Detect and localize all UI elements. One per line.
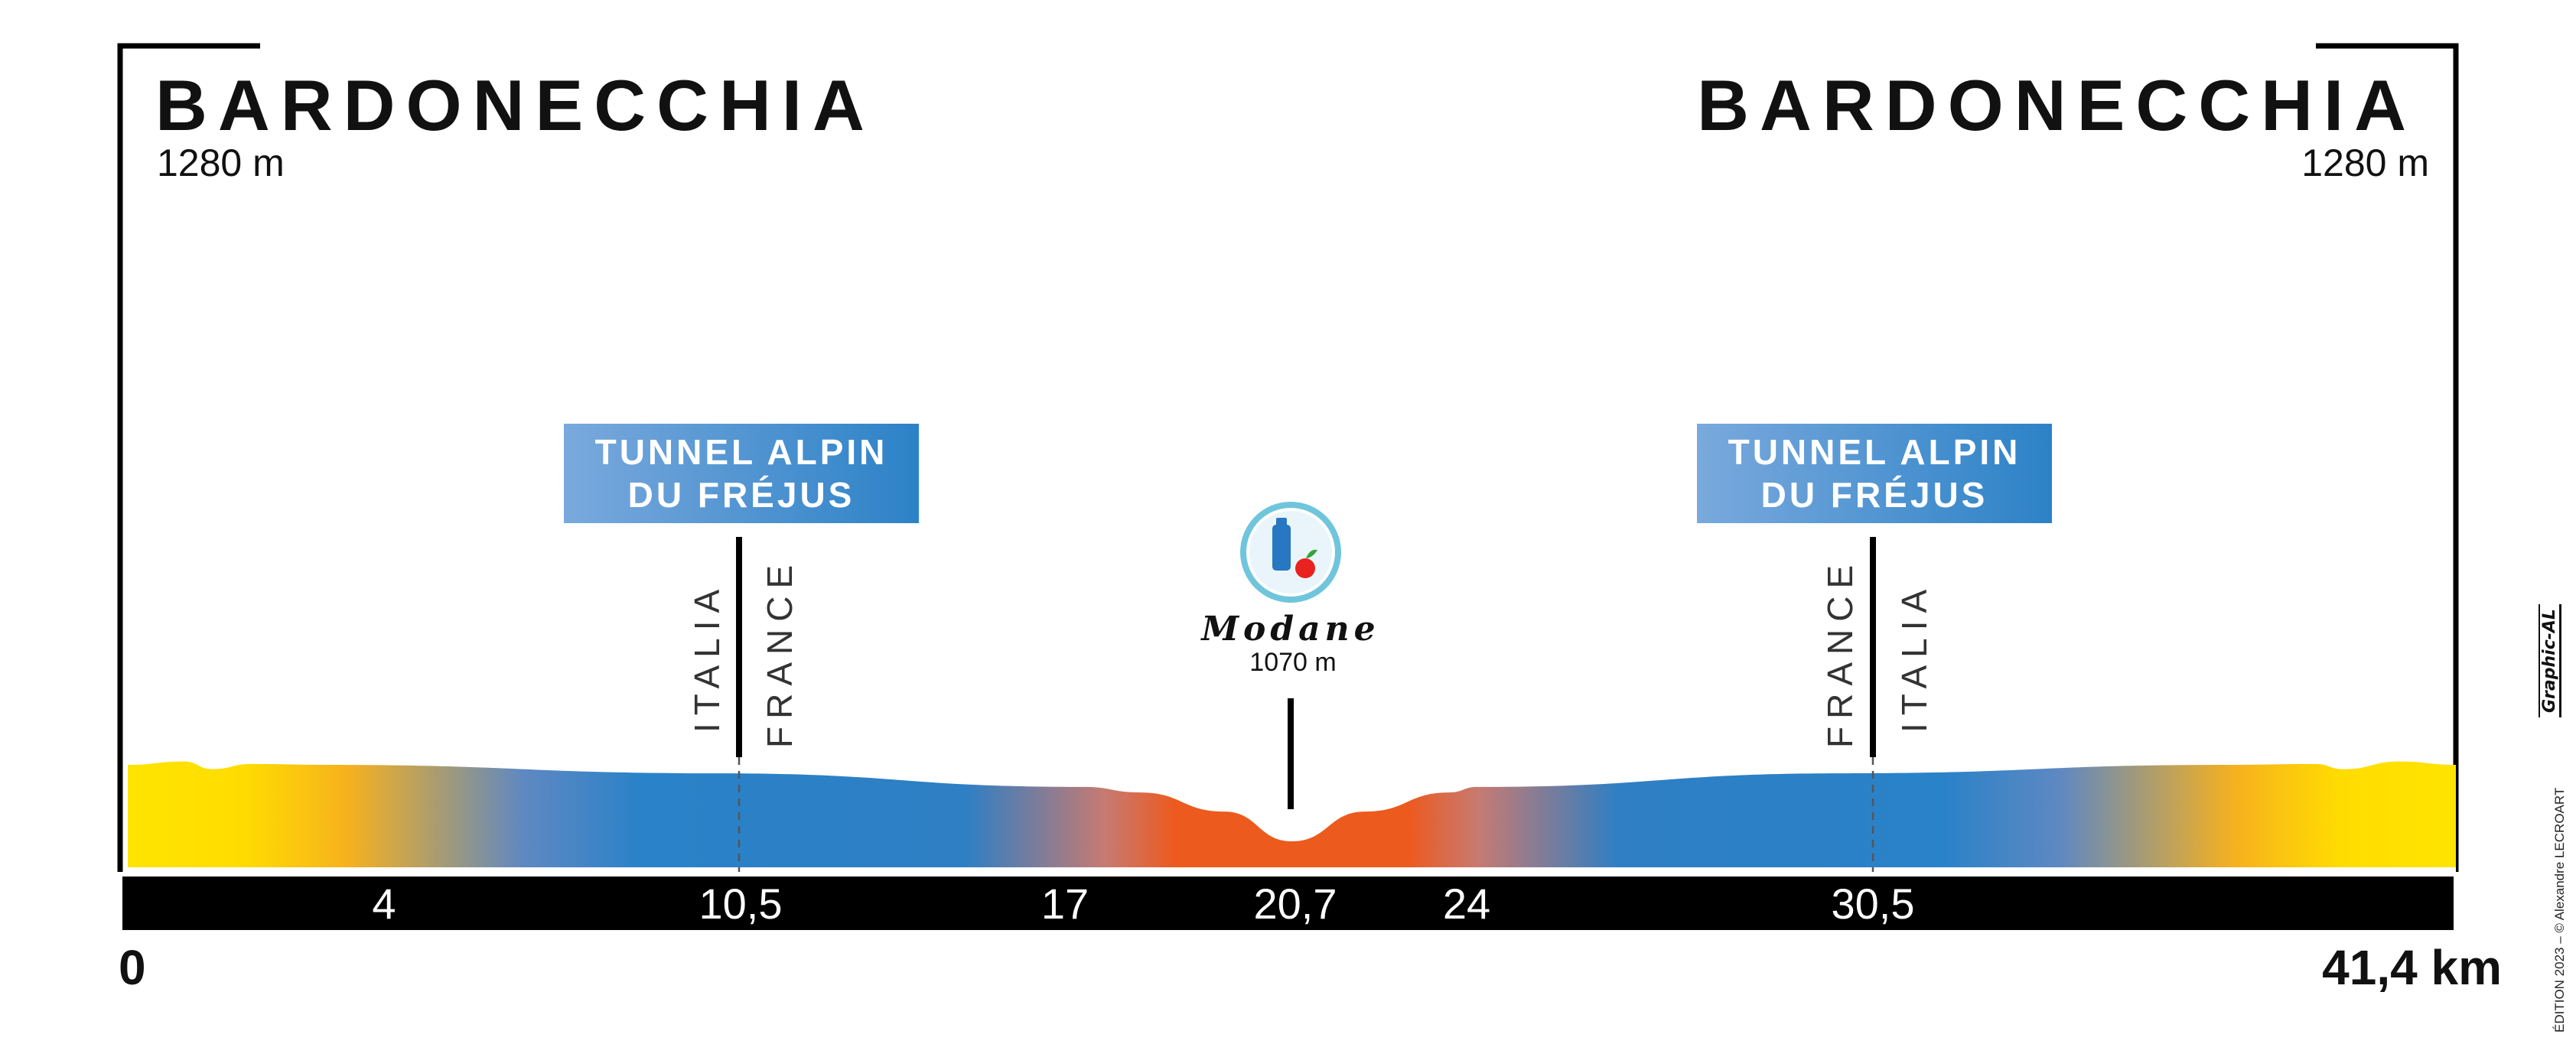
- distance-total: 41,4 km: [2322, 940, 2502, 995]
- border-label-east: ITALIA: [1894, 581, 1934, 733]
- edition-credit: ÉDITION 2023 – © Alexandre LECROART: [2552, 787, 2567, 1033]
- frame-right: [2316, 43, 2459, 872]
- border-label-west: FRANCE: [1820, 557, 1860, 748]
- finish-town-name: BARDONECCHIA: [1697, 65, 2417, 145]
- modane-name: Modane: [1201, 610, 1380, 649]
- distance-start: 0: [119, 940, 146, 995]
- km-label: 30,5: [1831, 880, 1915, 928]
- modane-altitude: 1070 m: [1249, 648, 1337, 677]
- frame-left: [117, 43, 260, 872]
- tunnel-label-line2: DU FRÉJUS: [1760, 475, 1988, 515]
- border-label-east: FRANCE: [760, 557, 800, 748]
- tunnel-label-box: TUNNEL ALPIN DU FRÉJUS: [564, 424, 919, 523]
- border-label-west: ITALIA: [687, 581, 727, 733]
- km-label: 4: [372, 880, 396, 928]
- km-label: 24: [1442, 880, 1491, 928]
- finish-altitude: 1280 m: [2301, 141, 2429, 184]
- graphic-al-logo: Graphic-AL: [2539, 604, 2561, 717]
- tunnel-label-line2: DU FRÉJUS: [627, 475, 855, 515]
- start-town-name: BARDONECCHIA: [155, 65, 875, 145]
- feed-zone-bottle-apple-icon: [1240, 502, 1341, 603]
- tunnel-label-line1: TUNNEL ALPIN: [1728, 431, 2021, 472]
- tunnel-label-box: TUNNEL ALPIN DU FRÉJUS: [1697, 424, 2052, 523]
- start-altitude: 1280 m: [157, 141, 285, 184]
- km-label: 17: [1040, 880, 1089, 928]
- km-bar: [122, 877, 2454, 930]
- km-label: 20,7: [1253, 880, 1337, 928]
- km-label: 10,5: [699, 880, 783, 928]
- tunnel-label-line1: TUNNEL ALPIN: [594, 431, 888, 472]
